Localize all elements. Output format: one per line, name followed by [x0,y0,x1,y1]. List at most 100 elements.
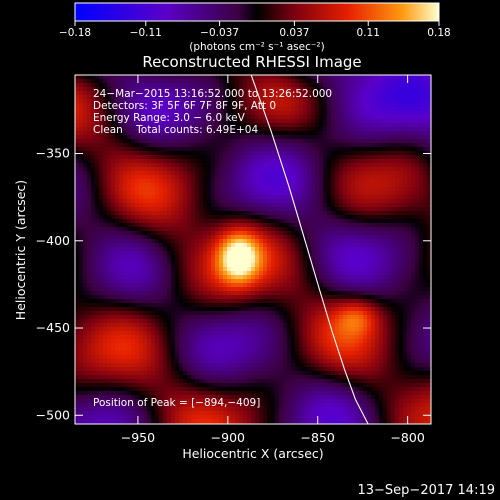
heatmap-cell [127,199,132,204]
heatmap-cell [183,231,188,236]
heatmap-cell [79,103,84,108]
heatmap-cell [223,291,228,296]
heatmap-cell [159,175,164,180]
heatmap-cell [211,267,216,272]
heatmap-cell [199,203,204,208]
heatmap-cell [407,279,412,284]
colorbar-tick-label: 0.18 [427,27,450,39]
heatmap-cell [395,155,400,160]
heatmap-cell [323,91,328,96]
heatmap-cell [95,159,100,164]
heatmap-cell [383,263,388,268]
heatmap-cell [171,83,176,88]
heatmap-cell [363,135,368,140]
heatmap-cell [407,207,412,212]
heatmap-cell [323,107,328,112]
heatmap-cell [319,159,324,164]
heatmap-cell [207,259,212,264]
heatmap-cell [143,127,148,132]
heatmap-cell [95,207,100,212]
heatmap-cell [151,287,156,292]
heatmap-cell [175,219,180,224]
heatmap-cell [419,255,424,260]
heatmap-cell [303,131,308,136]
heatmap-cell [75,207,80,212]
heatmap-cell [135,227,140,232]
heatmap-cell [367,199,372,204]
heatmap-cell [83,183,88,188]
heatmap-cell [387,247,392,252]
heatmap-cell [319,267,324,272]
heatmap-cell [331,255,336,260]
heatmap-cell [211,127,216,132]
heatmap-cell [371,275,376,280]
heatmap-cell [279,227,284,232]
heatmap-cell [355,295,360,300]
heatmap-cell [419,87,424,92]
heatmap-cell [311,99,316,104]
heatmap-cell [331,283,336,288]
heatmap-cell [347,95,352,100]
heatmap-cell [159,111,164,116]
heatmap-cell [359,99,364,104]
heatmap-cell [227,139,232,144]
heatmap-cell [367,171,372,176]
heatmap-cell [419,119,424,124]
heatmap-cell [115,151,120,156]
heatmap-cell [411,279,416,284]
heatmap-cell [111,259,116,264]
heatmap-cell [251,291,256,296]
heatmap-cell [323,255,328,260]
heatmap-cell [159,295,164,300]
heatmap-cell [415,243,420,248]
heatmap-cell [107,119,112,124]
heatmap-cell [411,167,416,172]
heatmap-cell [399,103,404,108]
heatmap-cell [379,123,384,128]
heatmap-cell [207,243,212,248]
heatmap-cell [339,187,344,192]
heatmap-cell [211,131,216,136]
heatmap-cell [91,119,96,124]
heatmap-cell [427,111,431,116]
heatmap-cell [75,187,80,192]
heatmap-cell [75,111,80,116]
heatmap-cell [295,247,300,252]
heatmap-cell [267,107,272,112]
heatmap-cell [363,175,368,180]
heatmap-cell [195,295,200,300]
heatmap-cell [191,231,196,236]
heatmap-cell [219,295,224,300]
heatmap-cell [379,135,384,140]
heatmap-cell [175,183,180,188]
heatmap-cell [395,215,400,220]
heatmap-cell [123,295,128,300]
heatmap-cell [403,79,408,84]
heatmap-cell [419,175,424,180]
heatmap-cell [375,107,380,112]
heatmap-cell [163,271,168,276]
heatmap-cell [355,135,360,140]
heatmap-cell [291,291,296,296]
heatmap-cell [363,255,368,260]
heatmap-cell [83,107,88,112]
heatmap-cell [279,259,284,264]
heatmap-cell [339,259,344,264]
heatmap-cell [175,195,180,200]
heatmap-cell [163,147,168,152]
heatmap-cell [167,167,172,172]
heatmap-cell [203,251,208,256]
heatmap-cell [275,259,280,264]
heatmap-cell [287,239,292,244]
heatmap-cell [239,151,244,156]
heatmap-cell [243,239,248,244]
heatmap-cell [283,147,288,152]
heatmap-cell [291,239,296,244]
heatmap-cell [111,87,116,92]
heatmap-cell [203,283,208,288]
heatmap-cell [359,139,364,144]
heatmap-cell [115,127,120,132]
heatmap-cell [259,259,264,264]
heatmap-cell [239,103,244,108]
heatmap-cell [123,107,128,112]
